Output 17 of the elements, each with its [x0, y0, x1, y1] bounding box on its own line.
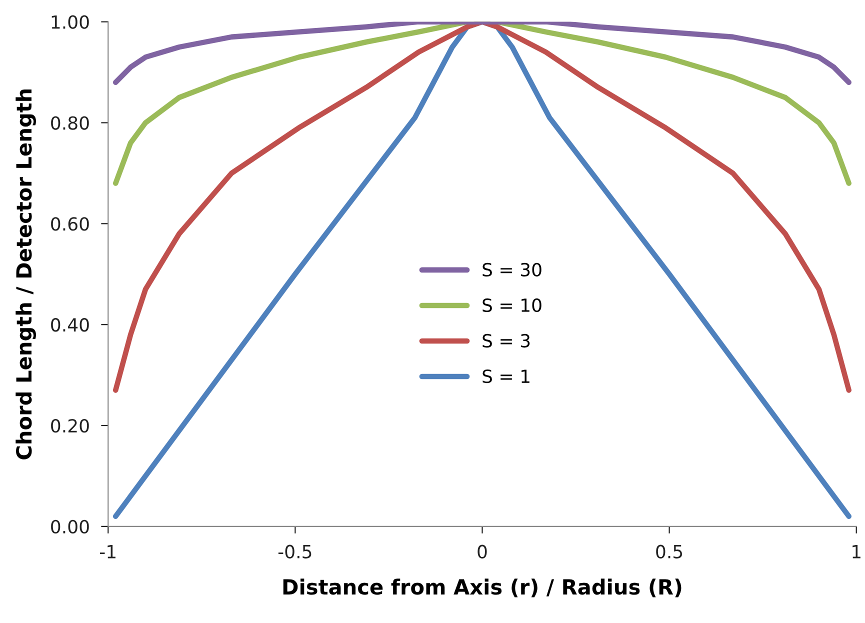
legend-label: S = 3: [482, 334, 530, 348]
x-tick-label: -1: [100, 545, 116, 558]
legend-label: S = 30: [482, 262, 542, 277]
y-tick-label: 0.80: [51, 116, 89, 130]
x-axis-title: Distance from Axis (r) / Radius (R): [283, 578, 682, 598]
y-tick-label: 1.00: [52, 15, 89, 29]
x-tick-label: 0.5: [656, 544, 682, 558]
y-tick-label: 0.60: [51, 217, 89, 231]
y-tick-label: 0.20: [51, 418, 89, 433]
x-tick-label: 1: [852, 545, 860, 558]
y-tick-label: 0.00: [51, 520, 89, 534]
x-tick-label: 0: [478, 544, 487, 558]
legend-label: S = 1: [482, 369, 530, 384]
y-axis-title: Chord Length / Detector Length: [16, 89, 36, 460]
x-tick-label: -0.5: [278, 544, 312, 558]
legend-label: S = 10: [482, 298, 542, 312]
y-tick-label: 0.40: [51, 318, 89, 332]
